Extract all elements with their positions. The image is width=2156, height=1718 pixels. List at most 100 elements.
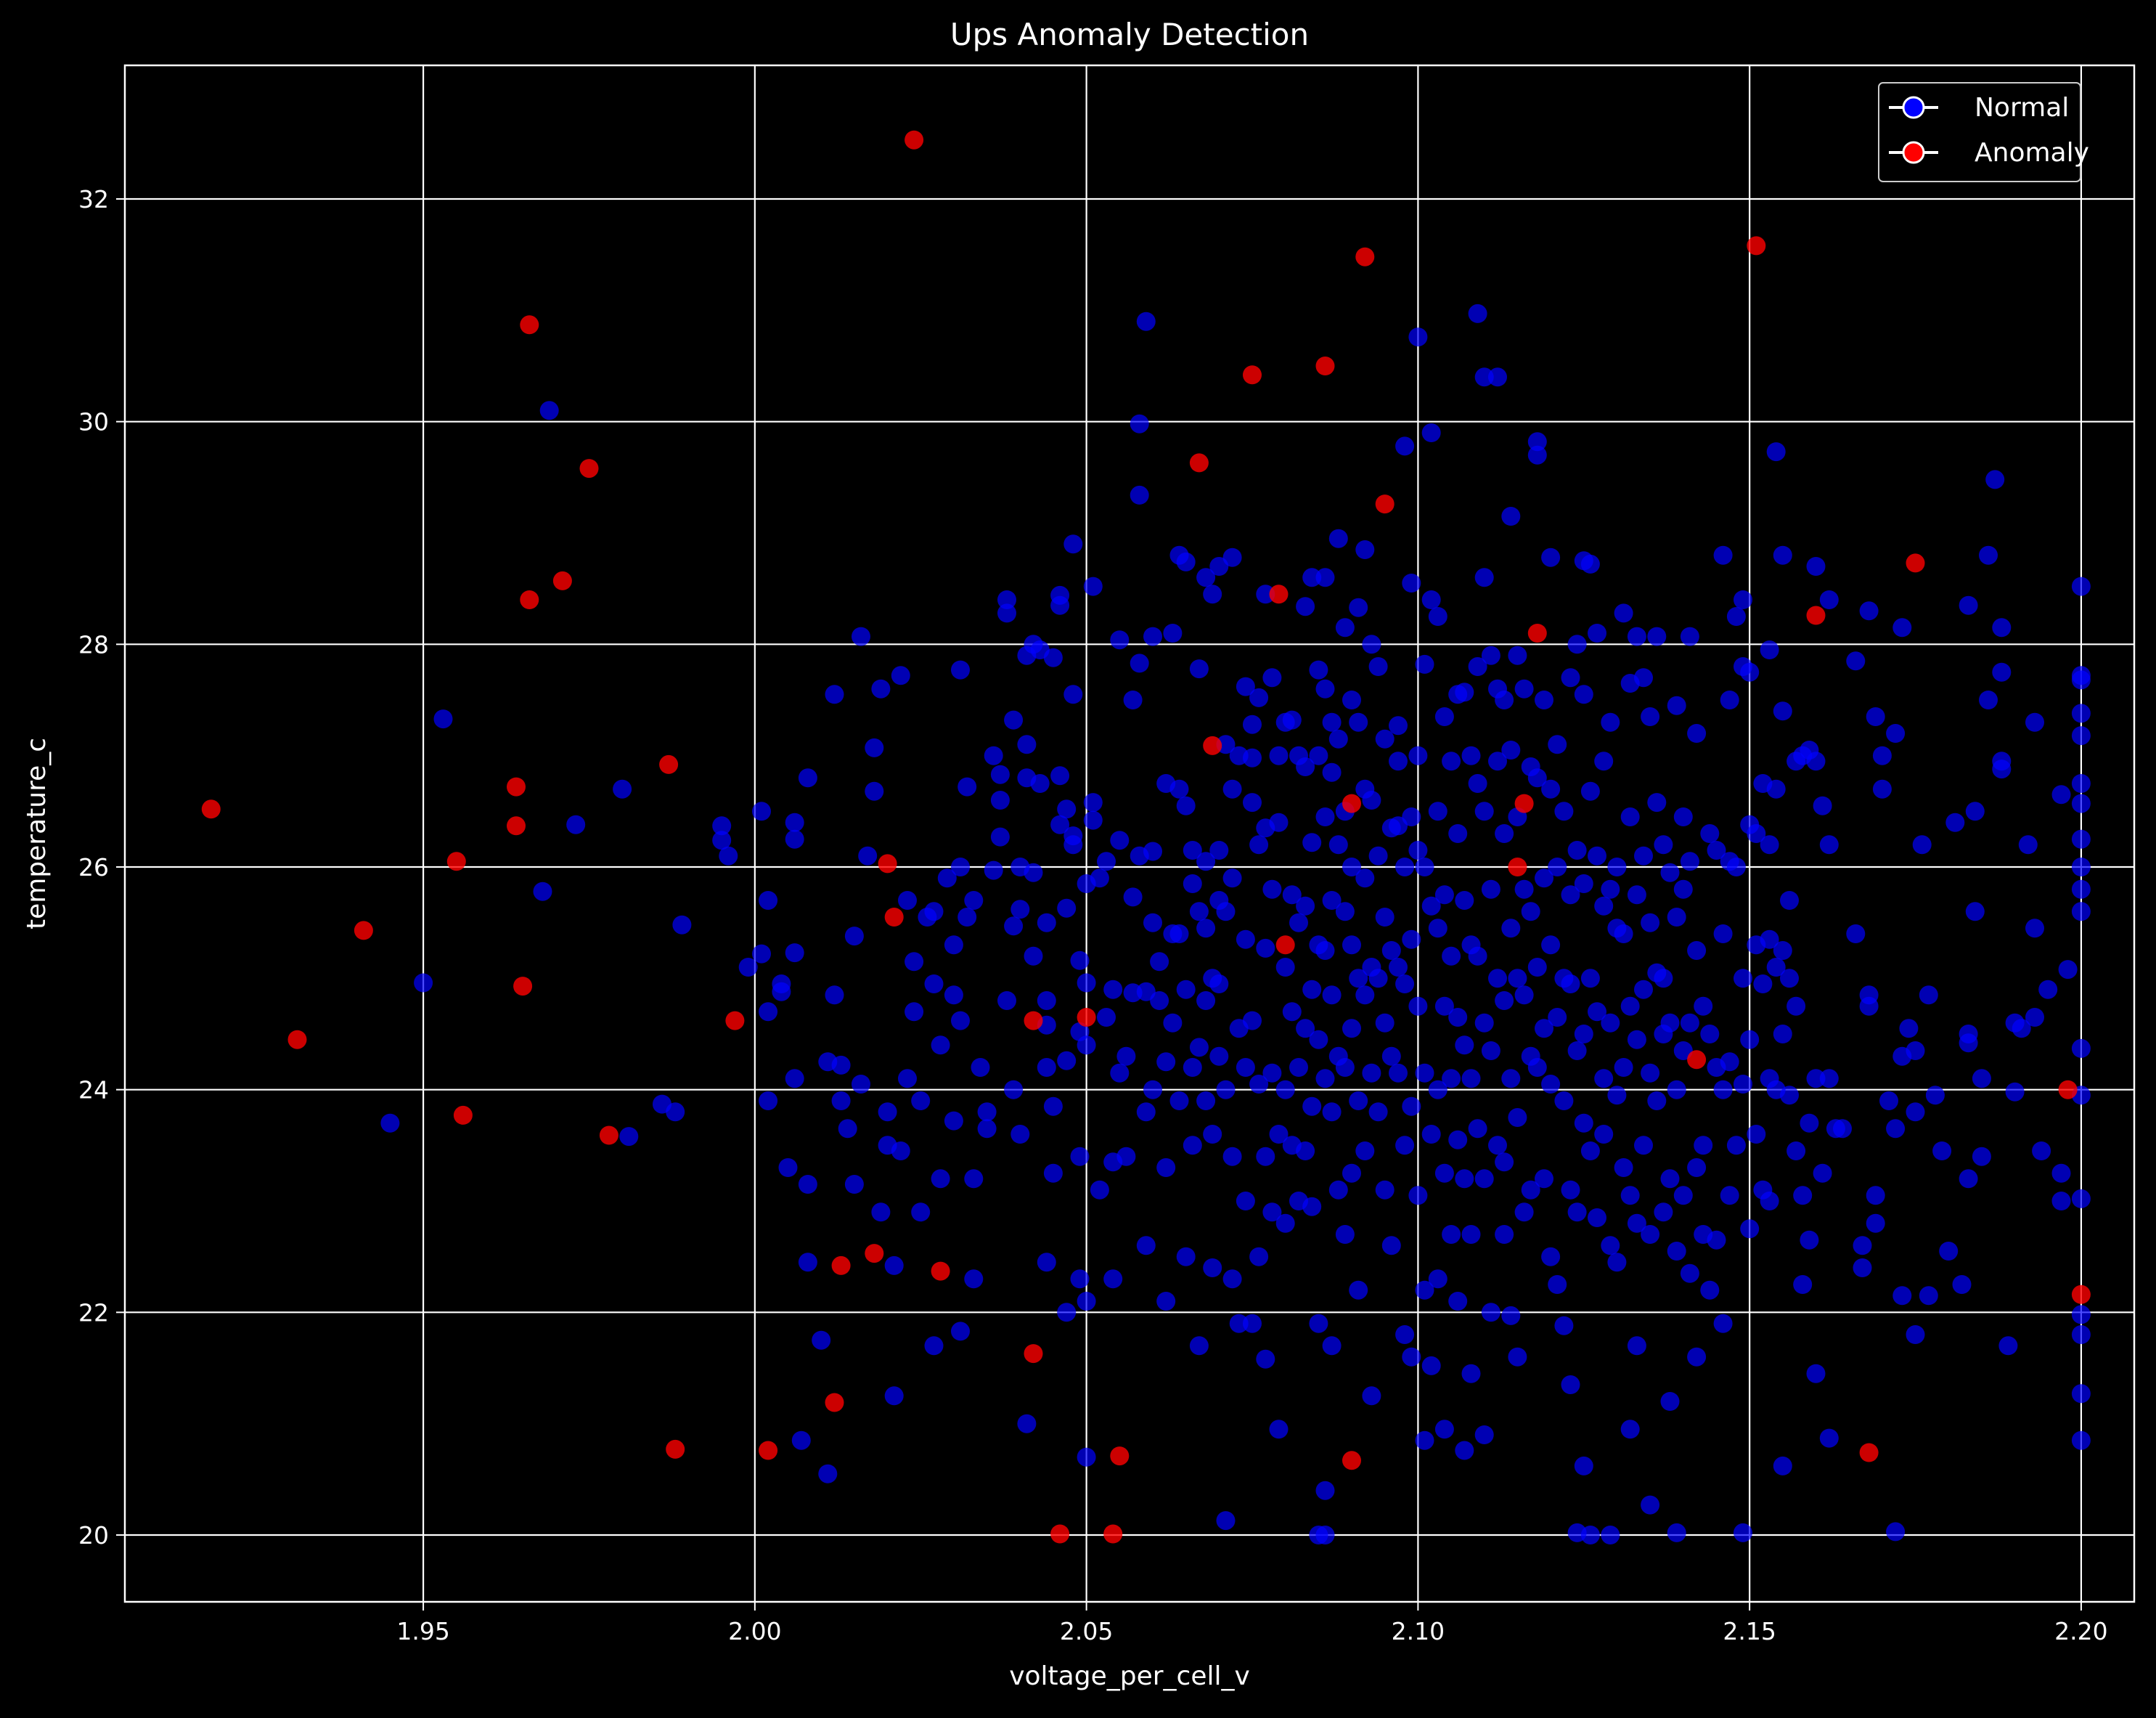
normal-point bbox=[1063, 835, 1083, 855]
normal-point bbox=[1495, 824, 1514, 843]
normal-point bbox=[1548, 858, 1567, 876]
normal-point bbox=[1335, 1058, 1355, 1077]
normal-point bbox=[1713, 545, 1733, 565]
normal-point bbox=[2071, 794, 2091, 813]
normal-point bbox=[1647, 793, 1667, 813]
anomaly-point bbox=[520, 315, 539, 335]
normal-point bbox=[1620, 1420, 1640, 1439]
normal-point bbox=[1017, 1414, 1037, 1433]
normal-point bbox=[1335, 1225, 1355, 1244]
normal-point bbox=[1434, 1163, 1454, 1183]
normal-point bbox=[1322, 1102, 1342, 1122]
normal-point bbox=[1309, 746, 1328, 765]
normal-point bbox=[1481, 1303, 1500, 1322]
normal-point bbox=[1760, 929, 1779, 949]
anomaly-point bbox=[1315, 357, 1335, 375]
normal-point bbox=[1654, 1202, 1673, 1222]
normal-point bbox=[1793, 1186, 1813, 1205]
normal-point bbox=[1243, 715, 1262, 734]
anomaly-point bbox=[1189, 453, 1209, 473]
normal-point bbox=[1282, 1002, 1302, 1022]
normal-point bbox=[924, 974, 944, 993]
normal-point bbox=[2051, 1192, 2071, 1210]
normal-point bbox=[1143, 627, 1162, 646]
normal-point bbox=[1747, 824, 1766, 843]
series-anomaly bbox=[201, 130, 2091, 1544]
normal-point bbox=[1243, 1314, 1262, 1333]
anomaly-point bbox=[1077, 1008, 1096, 1027]
normal-point bbox=[1580, 781, 1600, 801]
normal-point bbox=[1527, 768, 1547, 788]
anomaly-point bbox=[1806, 606, 1826, 625]
normal-point bbox=[1819, 835, 1839, 855]
normal-point bbox=[1773, 941, 1792, 960]
normal-point bbox=[1375, 908, 1395, 927]
normal-point bbox=[1846, 651, 1866, 671]
normal-point bbox=[1866, 707, 1885, 726]
anomaly-point bbox=[1375, 494, 1395, 514]
normal-point bbox=[2005, 1082, 2025, 1102]
normal-point bbox=[997, 991, 1016, 1010]
normal-point bbox=[865, 738, 884, 757]
normal-point bbox=[1488, 1136, 1507, 1155]
anomaly-point bbox=[552, 571, 572, 590]
normal-point bbox=[1315, 807, 1335, 826]
normal-point bbox=[2071, 1189, 2091, 1208]
normal-point bbox=[1495, 1225, 1514, 1244]
normal-point bbox=[1766, 779, 1786, 799]
anomaly-point bbox=[1527, 624, 1547, 643]
normal-point bbox=[1580, 554, 1600, 574]
normal-point bbox=[1660, 1169, 1680, 1189]
normal-point bbox=[1143, 842, 1162, 861]
normal-point bbox=[1694, 1136, 1713, 1155]
normal-point bbox=[1262, 1202, 1282, 1222]
normal-point bbox=[1262, 668, 1282, 688]
normal-point bbox=[1680, 1013, 1699, 1033]
normal-point bbox=[1349, 969, 1368, 988]
normal-point bbox=[1229, 1314, 1249, 1333]
normal-point bbox=[1567, 841, 1587, 860]
normal-point bbox=[1780, 1086, 1799, 1105]
normal-point bbox=[1687, 1347, 1707, 1367]
normal-point bbox=[1634, 668, 1653, 688]
normal-point bbox=[759, 1002, 778, 1022]
normal-point bbox=[1979, 545, 1998, 565]
normal-point bbox=[1501, 1069, 1521, 1088]
normal-point bbox=[1296, 757, 1315, 776]
normal-point bbox=[1912, 835, 1932, 855]
normal-point bbox=[1315, 679, 1335, 699]
normal-point bbox=[1302, 980, 1322, 999]
normal-point bbox=[1726, 1136, 1746, 1155]
normal-point bbox=[1209, 557, 1229, 576]
normal-point bbox=[1024, 863, 1043, 882]
axis-ticks: 1.95 2.00 2.05 2.10 2.15 2.20 20 22 24 26 28 30 32 bbox=[78, 185, 2108, 1645]
normal-point bbox=[1641, 913, 1660, 932]
normal-point bbox=[1037, 1253, 1056, 1272]
normal-point bbox=[1130, 414, 1149, 433]
normal-point bbox=[1402, 807, 1421, 826]
normal-point bbox=[1720, 1052, 1739, 1072]
normal-point bbox=[1740, 1030, 1760, 1049]
normal-point bbox=[1083, 810, 1103, 830]
normal-point bbox=[1428, 1269, 1447, 1289]
normal-point bbox=[1455, 891, 1474, 910]
normal-point bbox=[911, 1091, 931, 1110]
normal-point bbox=[1819, 1428, 1839, 1448]
normal-point bbox=[1375, 1180, 1395, 1200]
normal-point bbox=[1408, 841, 1428, 860]
normal-point bbox=[1150, 952, 1169, 972]
normal-point bbox=[1421, 896, 1441, 916]
normal-point bbox=[1773, 545, 1792, 565]
normal-point bbox=[1495, 991, 1514, 1010]
anomaly-point bbox=[287, 1030, 307, 1049]
normal-point bbox=[1641, 1225, 1660, 1244]
normal-point bbox=[1806, 1069, 1826, 1088]
normal-point bbox=[1381, 1046, 1401, 1066]
normal-point bbox=[1282, 885, 1302, 905]
anomaly-point bbox=[725, 1011, 745, 1030]
normal-point bbox=[1057, 799, 1077, 819]
normal-point bbox=[1939, 1242, 1959, 1261]
normal-point bbox=[1395, 974, 1415, 993]
normal-point bbox=[1209, 841, 1229, 860]
normal-point bbox=[977, 1102, 997, 1122]
